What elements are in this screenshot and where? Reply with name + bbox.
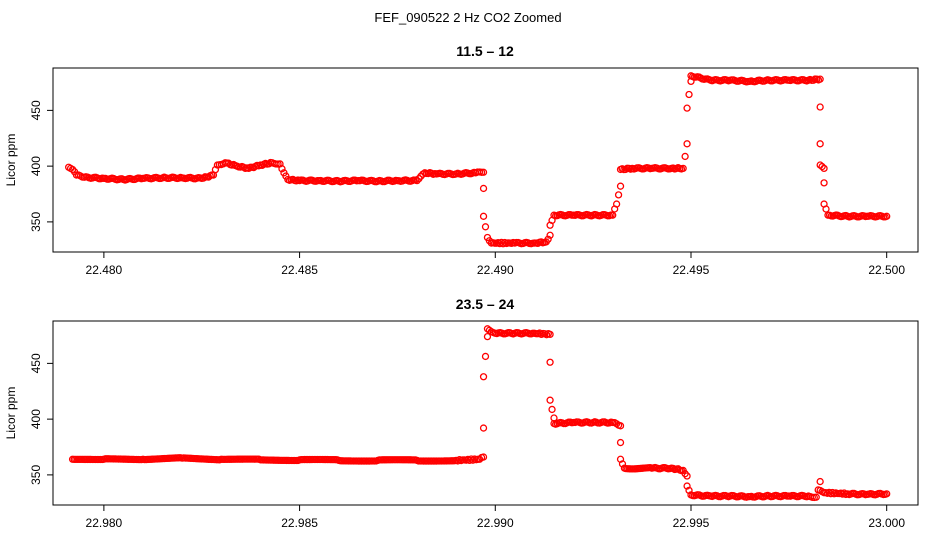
panel-bottom-xtick-label: 22.985	[281, 516, 318, 530]
panel-top-data-point	[681, 152, 689, 161]
panel-bottom-data-point	[683, 482, 691, 490]
panel-top-data-point	[609, 211, 617, 219]
panel-bottom-series	[68, 325, 891, 502]
panel-bottom-ylabel: Licor ppm	[4, 387, 18, 440]
panel-top-data-point	[479, 168, 488, 176]
panel-top-ytick-label: 350	[29, 212, 43, 232]
panel-top-data-point	[499, 240, 507, 248]
panel-bottom: 23.5 – 24 22.980 22.985 22.990 22.995 23.000…	[4, 296, 919, 530]
panel-bottom-data-point	[467, 455, 475, 463]
panel-bottom-xtick-label: 23.000	[868, 516, 905, 530]
panel-bottom-data-point	[548, 405, 556, 414]
panel-top-data-point	[883, 212, 891, 220]
panel-top: 11.5 – 12 22.480 22.485 22.490 22.495 22.500…	[4, 43, 919, 277]
panel-bottom-x-axis: 22.980 22.985 22.990 22.995 23.000	[86, 505, 905, 530]
panel-bottom-data-point	[546, 358, 554, 366]
panel-bottom-data-point	[475, 455, 484, 463]
panel-top-xtick-label: 22.500	[868, 263, 905, 277]
panel-bottom-ytick-label: 400	[29, 409, 43, 429]
panel-top-data-point	[496, 239, 504, 248]
panel-top-data-point	[612, 200, 621, 208]
panel-bottom-data-point	[616, 422, 625, 430]
panel-bottom-title: 23.5 – 24	[456, 296, 515, 312]
panel-top-xtick-label: 22.480	[86, 263, 123, 277]
panel-bottom-data-point	[481, 352, 490, 361]
panel-bottom-data-point	[828, 488, 837, 497]
panel-top-data-point	[685, 90, 693, 99]
panel-top-data-point	[820, 179, 828, 187]
panel-top-data-point	[481, 223, 490, 231]
panel-top-data-point	[546, 231, 554, 239]
panel-bottom-ytick-label: 350	[29, 465, 43, 485]
panel-top-data-point	[683, 104, 691, 112]
panel-bottom-data-point	[469, 456, 477, 464]
panel-top-data-point	[278, 165, 286, 173]
panel-bottom-plot-box	[52, 320, 919, 506]
panel-bottom-data-point	[454, 457, 462, 465]
panel-bottom-data-point	[683, 472, 691, 480]
panel-top-data-point	[413, 176, 421, 185]
panel-bottom-ytick-label: 450	[29, 353, 43, 373]
panel-top-ytick-label: 450	[29, 100, 43, 120]
panel-top-y-axis: 350 400 450	[29, 100, 53, 232]
panel-top-series	[65, 72, 891, 248]
panel-bottom-data-point	[479, 424, 488, 432]
panel-top-data-point	[816, 103, 824, 111]
panel-top-xtick-label: 22.490	[477, 263, 514, 277]
panel-top-x-axis: 22.480 22.485 22.490 22.495 22.500	[86, 252, 905, 277]
panel-bottom-data-point	[535, 329, 544, 337]
panel-bottom-data-point	[883, 490, 891, 498]
panel-top-title: 11.5 – 12	[456, 43, 514, 59]
panel-bottom-data-point	[479, 453, 488, 461]
panel-top-data-point	[497, 238, 506, 247]
panel-top-data-point	[820, 164, 828, 173]
panel-top-xtick-label: 22.485	[281, 263, 318, 277]
panel-bottom-data-point	[812, 493, 820, 501]
panel-top-data-point	[199, 174, 208, 182]
panel-top-xtick-label: 22.495	[673, 263, 710, 277]
panel-top-data-point	[816, 75, 824, 83]
panel-bottom-data-point	[546, 396, 554, 404]
panel-top-plot-box	[52, 67, 919, 253]
figure-suptitle: FEF_090522 2 Hz CO2 Zoomed	[374, 10, 561, 25]
panel-bottom-data-point	[618, 460, 627, 468]
panel-top-data-point	[683, 140, 691, 148]
panel-top-data-point	[621, 165, 630, 174]
panel-bottom-data-point	[479, 373, 488, 381]
panel-bottom-data-point	[483, 332, 492, 341]
panel-top-data-point	[479, 184, 488, 193]
panel-top-data-point	[809, 76, 818, 84]
panel-bottom-xtick-label: 22.990	[477, 516, 514, 530]
panel-top-data-point	[816, 140, 824, 148]
panel-top-data-point	[479, 212, 488, 220]
panel-top-data-point	[822, 205, 830, 213]
panel-bottom-data-point	[465, 456, 474, 465]
panel-bottom-data-point	[827, 490, 835, 498]
panel-top-data-point	[614, 191, 623, 199]
panel-bottom-xtick-label: 22.995	[673, 516, 710, 530]
panel-top-data-point	[265, 160, 273, 168]
panel-top-data-point	[679, 164, 687, 173]
panel-bottom-data-point	[546, 330, 554, 339]
panel-top-data-point	[818, 162, 826, 171]
panel-top-ytick-label: 400	[29, 156, 43, 176]
panel-bottom-data-point	[825, 488, 833, 497]
panel-top-data-point	[616, 182, 625, 190]
panel-bottom-data-point	[816, 477, 824, 486]
panel-bottom-xtick-label: 22.980	[86, 516, 123, 530]
panel-bottom-data-point	[616, 438, 625, 447]
panel-top-ylabel: Licor ppm	[4, 134, 18, 187]
panel-bottom-y-axis: 350 400 450	[29, 353, 53, 485]
panel-top-data-point	[544, 235, 552, 243]
